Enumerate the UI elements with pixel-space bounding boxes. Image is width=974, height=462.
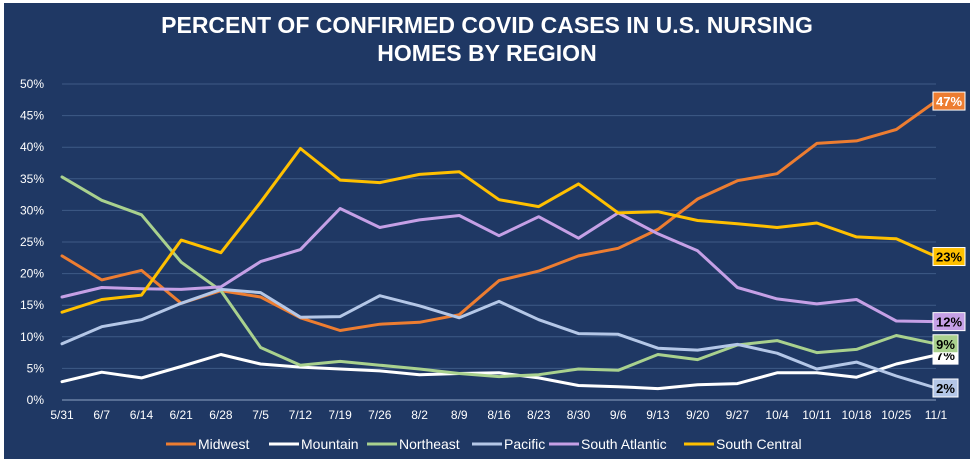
x-tick-label: 6/28 bbox=[209, 408, 233, 422]
x-tick-label: 10/25 bbox=[881, 408, 911, 422]
x-tick-label: 8/30 bbox=[567, 408, 591, 422]
x-tick-label: 10/4 bbox=[765, 408, 789, 422]
y-tick-label: 40% bbox=[20, 140, 44, 154]
x-tick-label: 9/6 bbox=[610, 408, 627, 422]
end-label-south-central: 23% bbox=[936, 250, 962, 265]
legend-label-mountain: Mountain bbox=[301, 436, 359, 452]
y-tick-label: 5% bbox=[27, 361, 45, 375]
y-tick-label: 30% bbox=[20, 203, 44, 217]
end-labels: 47%7%9%2%12%23% bbox=[932, 91, 966, 398]
y-tick-label: 50% bbox=[20, 77, 44, 91]
end-label-box-midwest bbox=[932, 91, 966, 111]
x-tick-label: 8/2 bbox=[411, 408, 428, 422]
x-tick-label: 7/19 bbox=[328, 408, 352, 422]
y-tick-label: 35% bbox=[20, 172, 44, 186]
chart-title: PERCENT OF CONFIRMED COVID CASES IN U.S.… bbox=[4, 11, 970, 67]
x-tick-label: 9/20 bbox=[686, 408, 710, 422]
x-tick-label: 10/11 bbox=[802, 408, 831, 422]
legend-label-south-central: South Central bbox=[716, 436, 802, 452]
end-label-northeast: 9% bbox=[936, 337, 955, 352]
chart-frame: PERCENT OF CONFIRMED COVID CASES IN U.S.… bbox=[4, 3, 970, 459]
y-tick-label: 10% bbox=[20, 330, 44, 344]
x-tick-label: 7/26 bbox=[368, 408, 392, 422]
x-tick-label: 8/9 bbox=[451, 408, 468, 422]
legend-label-northeast: Northeast bbox=[399, 436, 460, 452]
series-line-pacific bbox=[60, 287, 938, 390]
series-line-northeast bbox=[60, 175, 938, 379]
end-label-south-atlantic: 12% bbox=[936, 315, 962, 330]
x-axis: 5/31 6/7 6/14 6/21 6/28 7/5 7/12 7/19 7/26 8/2 8/9… bbox=[50, 408, 947, 422]
series-line-south-central bbox=[60, 147, 938, 314]
end-label-box-pacific bbox=[932, 378, 959, 398]
end-label-pacific: 2% bbox=[936, 381, 955, 396]
y-tick-label: 15% bbox=[20, 298, 44, 312]
x-tick-label: 11/1 bbox=[925, 408, 948, 422]
x-tick-label: 8/16 bbox=[487, 408, 511, 422]
series-line-south-atlantic bbox=[60, 207, 938, 324]
legend: Midwest Mountain Northeast Pacific South Atl… bbox=[166, 436, 802, 452]
x-tick-label: 6/21 bbox=[170, 408, 194, 422]
chart-title-line-2: HOMES BY REGION bbox=[377, 40, 597, 66]
legend-label-south-atlantic: South Atlantic bbox=[581, 436, 667, 452]
x-tick-label: 8/23 bbox=[527, 408, 551, 422]
x-tick-label: 6/7 bbox=[93, 408, 110, 422]
y-axis: 0% 5% 10% 15% 20% 25% 30% 35% 40% 45% 50% bbox=[20, 77, 44, 407]
x-tick-label: 10/18 bbox=[842, 408, 872, 422]
end-label-box-south-central bbox=[932, 247, 966, 267]
end-label-box-south-atlantic bbox=[932, 312, 966, 332]
y-tick-label: 20% bbox=[20, 267, 44, 281]
chart-title-line-1: PERCENT OF CONFIRMED COVID CASES IN U.S.… bbox=[161, 12, 813, 38]
x-tick-label: 9/13 bbox=[646, 408, 670, 422]
series-line-midwest bbox=[60, 99, 938, 332]
x-tick-label: 5/31 bbox=[50, 408, 74, 422]
legend-label-pacific: Pacific bbox=[504, 436, 545, 452]
y-tick-label: 45% bbox=[20, 109, 44, 123]
x-tick-label: 6/14 bbox=[130, 408, 154, 422]
line-chart: 0% 5% 10% 15% 20% 25% 30% 35% 40% 45% 50% 5/31 6/7 6… bbox=[20, 77, 966, 452]
end-label-midwest: 47% bbox=[936, 94, 962, 109]
x-tick-label: 7/5 bbox=[252, 408, 269, 422]
x-tick-label: 7/12 bbox=[289, 408, 313, 422]
end-label-box-northeast bbox=[932, 334, 959, 354]
legend-label-midwest: Midwest bbox=[198, 436, 249, 452]
y-tick-label: 25% bbox=[20, 235, 44, 249]
x-tick-label: 9/27 bbox=[726, 408, 750, 422]
y-tick-label: 0% bbox=[27, 393, 45, 407]
series-lines bbox=[60, 99, 938, 391]
gridlines bbox=[62, 83, 936, 401]
series-line-mountain bbox=[60, 353, 938, 391]
